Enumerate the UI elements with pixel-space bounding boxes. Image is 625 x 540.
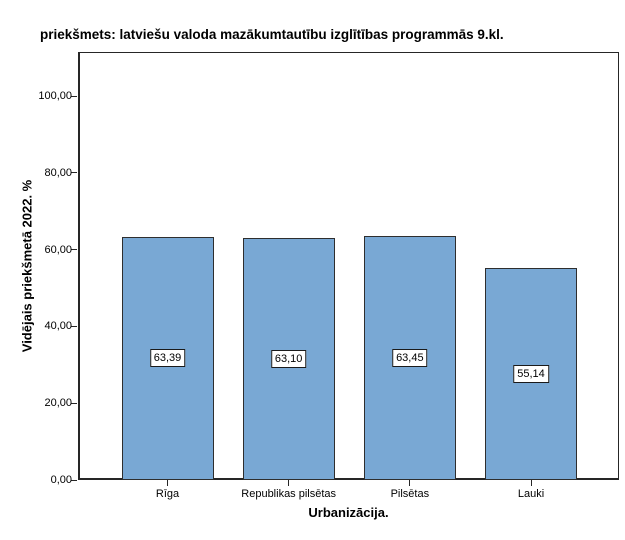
x-tick-mark xyxy=(530,480,532,486)
y-tick-mark xyxy=(71,479,77,481)
bar-value-label: 63,39 xyxy=(149,349,186,368)
y-tick-mark xyxy=(71,95,77,97)
y-tick-label: 80,00 xyxy=(44,166,72,179)
bar-value-label: 63,10 xyxy=(270,349,307,368)
x-tick-label: Republikas pilsētas xyxy=(241,488,337,500)
y-tick-mark xyxy=(71,172,77,174)
x-tick-mark xyxy=(167,480,168,486)
y-tick-label: 100,00 xyxy=(38,90,72,102)
x-tick-label: Rīga xyxy=(155,488,180,500)
bar-value-label: 63,45 xyxy=(392,349,428,368)
y-tick-label: 0,00 xyxy=(50,474,72,486)
x-tick-label: Lauki xyxy=(517,488,545,500)
y-tick-label: 40,00 xyxy=(44,320,72,333)
y-tick-mark xyxy=(71,402,77,404)
y-tick-label: 60,00 xyxy=(44,243,72,256)
x-tick-mark xyxy=(409,480,411,486)
y-tick-label: 20,00 xyxy=(44,397,72,410)
y-tick-mark xyxy=(71,325,77,327)
y-tick-mark xyxy=(71,249,77,251)
chart-title: priekšmets: latviešu valoda mazākumtautī… xyxy=(40,27,504,42)
x-tick-mark xyxy=(288,480,290,486)
x-tick-label: Pilsētas xyxy=(390,488,430,500)
bar-value-label: 55,14 xyxy=(513,365,549,384)
x-axis-title: Urbanizācija. xyxy=(308,505,389,520)
